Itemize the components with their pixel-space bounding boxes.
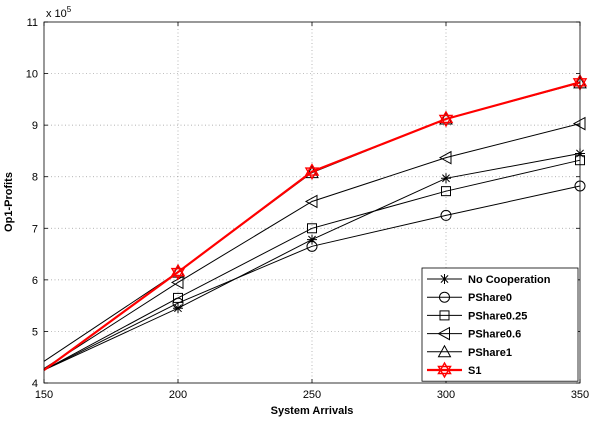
star-marker bbox=[439, 274, 450, 284]
legend: No Cooperation PShare0 PShare0.25 PShare0.6… bbox=[421, 267, 579, 382]
triangle-left-marker bbox=[304, 194, 318, 209]
x-axis-ticks: 150 200 250 300 350 bbox=[35, 22, 589, 401]
x-tick-label: 250 bbox=[303, 389, 321, 401]
grid-lines bbox=[44, 22, 580, 383]
y-multiplier: x 105 bbox=[46, 5, 72, 20]
legend-entry: PShare1 bbox=[427, 344, 512, 359]
legend-entry: PShare0 bbox=[427, 291, 512, 304]
x-tick-label: 350 bbox=[571, 389, 589, 401]
legend-label: PShare1 bbox=[468, 347, 512, 359]
y-tick-label: 9 bbox=[32, 120, 38, 132]
legend-entry: S1 bbox=[427, 361, 481, 379]
series-pshare0-6 bbox=[43, 116, 586, 370]
x-tick-label: 200 bbox=[169, 389, 187, 401]
hexagram-marker bbox=[437, 365, 452, 379]
triangle-left-marker bbox=[437, 326, 450, 341]
square-marker bbox=[307, 223, 317, 234]
series-line bbox=[43, 81, 581, 371]
series-group bbox=[43, 73, 588, 371]
y-tick-label: 5 bbox=[32, 326, 38, 338]
y-tick-label: 7 bbox=[32, 223, 38, 235]
legend-label: PShare0 bbox=[468, 292, 512, 304]
y-axis-label: Op1-Profits bbox=[3, 172, 15, 232]
legend-entry: No Cooperation bbox=[427, 274, 551, 286]
x-tick-label: 300 bbox=[437, 389, 455, 401]
hexagram-marker bbox=[304, 163, 320, 176]
legend-box bbox=[421, 267, 579, 382]
series-line bbox=[43, 123, 581, 370]
legend-entry: PShare0.6 bbox=[427, 326, 521, 341]
series-line bbox=[43, 159, 581, 371]
triangle-left-marker bbox=[572, 116, 586, 131]
y-multiplier-base: x 10 bbox=[46, 8, 67, 20]
y-tick-label: 11 bbox=[27, 17, 38, 29]
x-axis-label: System Arrivals bbox=[271, 405, 354, 417]
legend-label: PShare0.6 bbox=[468, 329, 521, 341]
square-marker bbox=[441, 186, 451, 197]
square-marker bbox=[439, 310, 450, 321]
triangle-left-marker bbox=[438, 150, 452, 165]
hexagram-marker bbox=[170, 267, 186, 281]
legend-entry: PShare0.25 bbox=[427, 310, 527, 322]
star-marker bbox=[307, 234, 317, 245]
y-multiplier-exponent: 5 bbox=[67, 5, 72, 14]
legend-label: PShare0.25 bbox=[468, 310, 527, 322]
hexagram-marker bbox=[438, 114, 454, 128]
hexagram-marker bbox=[170, 263, 186, 277]
star-marker bbox=[441, 173, 451, 184]
y-tick-label: 6 bbox=[32, 275, 38, 287]
series-line bbox=[43, 185, 581, 371]
y-tick-label: 10 bbox=[26, 69, 38, 81]
series-s1 bbox=[43, 73, 588, 371]
y-tick-label: 8 bbox=[32, 172, 38, 184]
legend-label: No Cooperation bbox=[468, 274, 551, 286]
triangle-up-marker bbox=[437, 344, 452, 358]
circle-marker bbox=[440, 209, 452, 221]
hexagram-marker bbox=[438, 110, 454, 124]
square-marker bbox=[173, 292, 183, 303]
hexagram-marker bbox=[437, 361, 452, 375]
circle-marker bbox=[439, 291, 450, 303]
x-tick-label: 150 bbox=[35, 389, 53, 401]
y-tick-label: 4 bbox=[32, 378, 38, 390]
legend-label: S1 bbox=[468, 365, 481, 377]
hexagram-marker bbox=[304, 167, 320, 180]
series-pshare0-25 bbox=[43, 155, 585, 371]
circle-marker bbox=[306, 240, 318, 252]
y-axis-ticks: 4 5 6 7 8 9 10 11 bbox=[26, 17, 580, 390]
